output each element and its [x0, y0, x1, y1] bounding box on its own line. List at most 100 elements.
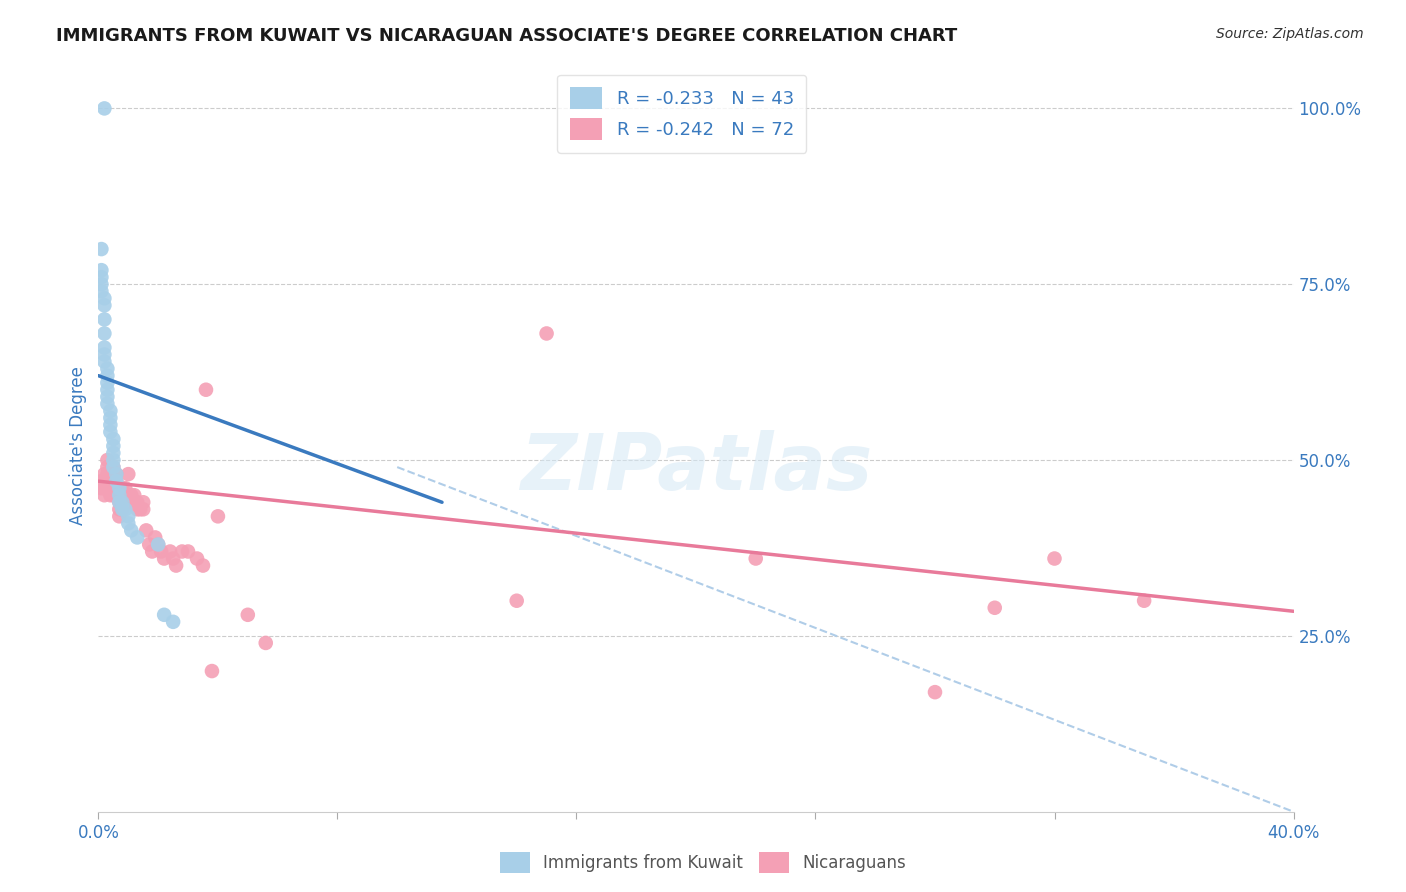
- Text: ZIPatlas: ZIPatlas: [520, 430, 872, 506]
- Point: [124, 495, 146, 509]
- Point: [141, 544, 163, 558]
- Point: [236, 607, 259, 622]
- Point: [98, 410, 122, 425]
- Point: [132, 502, 155, 516]
- Point: [96, 361, 118, 376]
- Point: [90, 263, 112, 277]
- Point: [159, 544, 181, 558]
- Point: [177, 544, 200, 558]
- Point: [108, 488, 131, 502]
- Point: [1133, 593, 1156, 607]
- Point: [103, 446, 125, 460]
- Point: [111, 502, 134, 516]
- Legend: Immigrants from Kuwait, Nicaraguans: Immigrants from Kuwait, Nicaraguans: [494, 846, 912, 880]
- Point: [98, 488, 122, 502]
- Point: [96, 376, 118, 390]
- Point: [108, 495, 131, 509]
- Point: [90, 481, 112, 495]
- Point: [98, 425, 122, 439]
- Point: [98, 474, 122, 488]
- Point: [93, 481, 115, 495]
- Point: [172, 544, 194, 558]
- Point: [138, 537, 160, 551]
- Point: [90, 285, 112, 299]
- Point: [186, 551, 208, 566]
- Point: [111, 502, 134, 516]
- Point: [93, 467, 115, 482]
- Point: [98, 404, 122, 418]
- Point: [191, 558, 214, 573]
- Point: [254, 636, 277, 650]
- Point: [93, 298, 115, 312]
- Point: [108, 481, 131, 495]
- Point: [984, 600, 1007, 615]
- Point: [103, 439, 125, 453]
- Point: [103, 460, 125, 475]
- Point: [103, 453, 125, 467]
- Point: [1043, 551, 1066, 566]
- Point: [90, 277, 112, 292]
- Point: [120, 488, 142, 502]
- Point: [108, 488, 131, 502]
- Point: [120, 495, 142, 509]
- Point: [129, 502, 152, 516]
- Point: [90, 242, 112, 256]
- Point: [120, 524, 142, 538]
- Point: [108, 502, 131, 516]
- Point: [103, 432, 125, 446]
- Point: [127, 495, 149, 509]
- Point: [127, 530, 149, 544]
- Point: [105, 481, 128, 495]
- Point: [114, 481, 136, 495]
- Point: [162, 551, 184, 566]
- Point: [105, 474, 128, 488]
- Point: [153, 551, 176, 566]
- Point: [117, 509, 139, 524]
- Point: [90, 474, 112, 488]
- Point: [96, 390, 118, 404]
- Point: [150, 544, 173, 558]
- Point: [93, 312, 115, 326]
- Point: [162, 615, 184, 629]
- Point: [96, 368, 118, 383]
- Legend: R = -0.233   N = 43, R = -0.242   N = 72: R = -0.233 N = 43, R = -0.242 N = 72: [557, 75, 807, 153]
- Point: [148, 537, 170, 551]
- Point: [117, 495, 139, 509]
- Point: [93, 102, 115, 116]
- Point: [111, 495, 134, 509]
- Point: [117, 488, 139, 502]
- Point: [93, 326, 115, 341]
- Point: [103, 474, 125, 488]
- Point: [93, 488, 115, 502]
- Point: [96, 481, 118, 495]
- Point: [93, 348, 115, 362]
- Point: [207, 509, 229, 524]
- Text: IMMIGRANTS FROM KUWAIT VS NICARAGUAN ASSOCIATE'S DEGREE CORRELATION CHART: IMMIGRANTS FROM KUWAIT VS NICARAGUAN ASS…: [56, 27, 957, 45]
- Point: [153, 607, 176, 622]
- Point: [117, 467, 139, 482]
- Point: [103, 488, 125, 502]
- Point: [536, 326, 558, 341]
- Point: [165, 558, 187, 573]
- Point: [195, 383, 218, 397]
- Point: [98, 467, 122, 482]
- Point: [111, 481, 134, 495]
- Point: [114, 502, 136, 516]
- Point: [96, 453, 118, 467]
- Point: [96, 467, 118, 482]
- Point: [108, 495, 131, 509]
- Point: [103, 460, 125, 475]
- Point: [96, 460, 118, 475]
- Point: [111, 495, 134, 509]
- Point: [108, 509, 131, 524]
- Point: [103, 481, 125, 495]
- Point: [90, 270, 112, 285]
- Point: [506, 593, 529, 607]
- Point: [124, 488, 146, 502]
- Point: [93, 474, 115, 488]
- Point: [103, 467, 125, 482]
- Point: [148, 537, 170, 551]
- Point: [96, 397, 118, 411]
- Point: [105, 467, 128, 482]
- Point: [117, 516, 139, 531]
